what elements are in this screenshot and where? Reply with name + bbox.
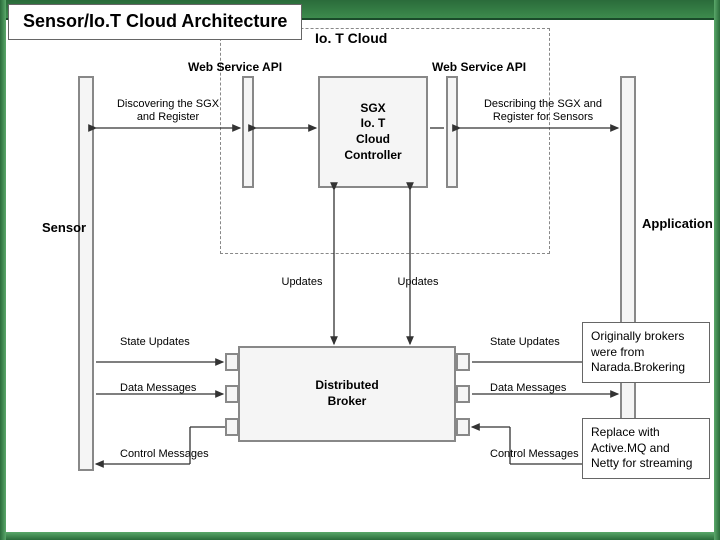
web-api-right-label: Web Service API: [432, 60, 526, 74]
title-box: Sensor/Io.T Cloud Architecture: [8, 4, 302, 40]
updates-right-label: Updates: [388, 276, 448, 289]
slide-right-frame: [714, 0, 720, 540]
page-title: Sensor/Io.T Cloud Architecture: [23, 11, 287, 33]
distributed-broker-label: Distributed Broker: [315, 378, 378, 409]
state-updates-left-label: State Updates: [120, 336, 220, 349]
sensor-label: Sensor: [42, 220, 86, 235]
iot-cloud-label: Io. T Cloud: [315, 30, 387, 46]
broker-port-left-1: [225, 353, 239, 371]
sensor-bar: [78, 76, 94, 471]
describe-label: Describing the SGX and Register for Sens…: [478, 98, 608, 124]
note-brokers-original: Originally brokers were from Narada.Brok…: [582, 322, 710, 383]
data-msg-right-label: Data Messages: [490, 382, 590, 395]
slide-bottom-frame: [0, 532, 720, 540]
sgx-controller-label: SGX Io. T Cloud Controller: [344, 101, 401, 163]
discover-label: Discovering the SGX and Register: [108, 98, 228, 124]
note-brokers-original-text: Originally brokers were from Narada.Brok…: [591, 329, 685, 374]
note-brokers-replace: Replace with Active.MQ and Netty for str…: [582, 418, 710, 479]
updates-left-label: Updates: [272, 276, 332, 289]
application-label: Application: [642, 216, 713, 231]
broker-port-right-3: [456, 418, 470, 436]
data-msg-left-label: Data Messages: [120, 382, 220, 395]
sgx-controller-box: SGX Io. T Cloud Controller: [318, 76, 428, 188]
note-brokers-replace-text: Replace with Active.MQ and Netty for str…: [591, 425, 692, 470]
ctrl-msg-left-label: Control Messages: [120, 448, 230, 461]
broker-port-left-3: [225, 418, 239, 436]
distributed-broker-box: Distributed Broker: [238, 346, 456, 442]
state-updates-right-label: State Updates: [490, 336, 590, 349]
web-api-right-bar: [446, 76, 458, 188]
web-api-left-label: Web Service API: [188, 60, 282, 74]
application-bar: [620, 76, 636, 471]
broker-port-right-2: [456, 385, 470, 403]
broker-port-left-2: [225, 385, 239, 403]
slide-left-frame: [0, 0, 6, 540]
web-api-left-bar: [242, 76, 254, 188]
broker-port-right-1: [456, 353, 470, 371]
